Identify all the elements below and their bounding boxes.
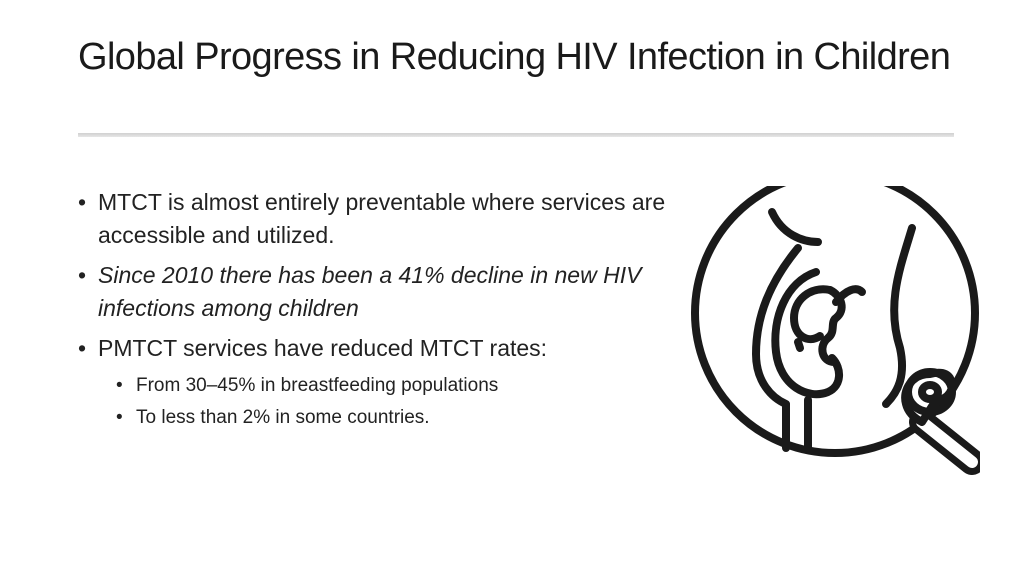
bullet-item: • MTCT is almost entirely preventable wh… [78, 186, 698, 252]
bullet-marker: • [78, 262, 87, 288]
bullet-marker: • [116, 407, 123, 428]
chin-line [768, 208, 822, 246]
bullet-text: Since 2010 there has been a 41% decline … [98, 262, 642, 321]
awareness-ribbon [901, 368, 980, 475]
back-line [882, 224, 916, 408]
belly-line [752, 244, 802, 452]
womb-outline [771, 268, 843, 399]
bullet-text: To less than 2% in some countries. [136, 407, 430, 428]
circle-outline [691, 186, 979, 457]
bullet-marker: • [116, 375, 123, 396]
bullet-text: From 30–45% in breastfeeding populations [136, 375, 499, 396]
bullet-text: MTCT is almost entirely preventable wher… [98, 189, 666, 248]
fetus-body [818, 286, 846, 366]
bullet-list: • MTCT is almost entirely preventable wh… [78, 186, 698, 436]
bullet-marker: • [78, 335, 87, 361]
bullet-marker: • [78, 189, 87, 215]
bullet-item: • PMTCT services have reduced MTCT rates… [78, 332, 698, 365]
fetus-detail [794, 338, 804, 352]
bullet-item: • Since 2010 there has been a 41% declin… [78, 259, 698, 325]
bullet-text: PMTCT services have reduced MTCT rates: [98, 335, 548, 361]
sub-bullet-item: • To less than 2% in some countries. [78, 404, 698, 432]
fetus-arm [832, 285, 866, 306]
fetus-head [790, 285, 834, 344]
sub-bullet-item: • From 30–45% in breastfeeding populatio… [78, 372, 698, 400]
slide-title: Global Progress in Reducing HIV Infectio… [78, 36, 951, 78]
pregnancy-awareness-ribbon-icon [691, 186, 980, 475]
title-divider [78, 133, 954, 137]
